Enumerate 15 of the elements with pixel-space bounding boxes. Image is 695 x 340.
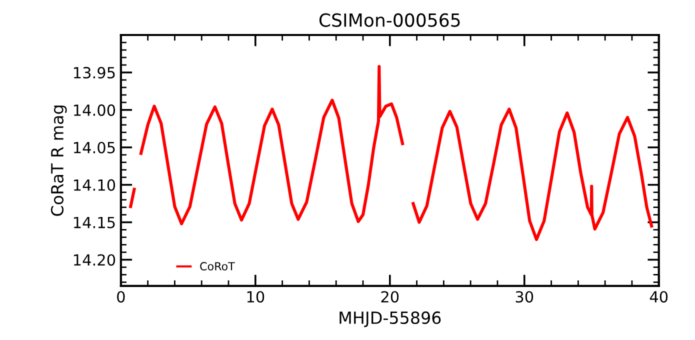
text: 14.10 xyxy=(74,179,116,191)
x-tick-label: 40 xyxy=(650,291,668,303)
text: 14.00 xyxy=(74,104,116,116)
y-tick-label: 13.95 xyxy=(74,66,115,78)
y-tick-label: 14.05 xyxy=(74,142,115,154)
legend-label: CoRoT xyxy=(200,262,235,270)
y-axis-title: CoRaT R mag xyxy=(50,106,67,216)
x-tick-label: 0 xyxy=(117,291,125,303)
x-tick-label: 30 xyxy=(516,291,534,303)
y-tick-label: 14.15 xyxy=(74,216,115,228)
chart-title: CSIMon-000565 xyxy=(319,13,460,27)
text: 14.20 xyxy=(74,254,116,266)
x-axis-title: MHJD-55896 xyxy=(340,311,441,328)
x-tick-label: 20 xyxy=(381,291,399,303)
x-tick-label: 10 xyxy=(247,291,264,303)
